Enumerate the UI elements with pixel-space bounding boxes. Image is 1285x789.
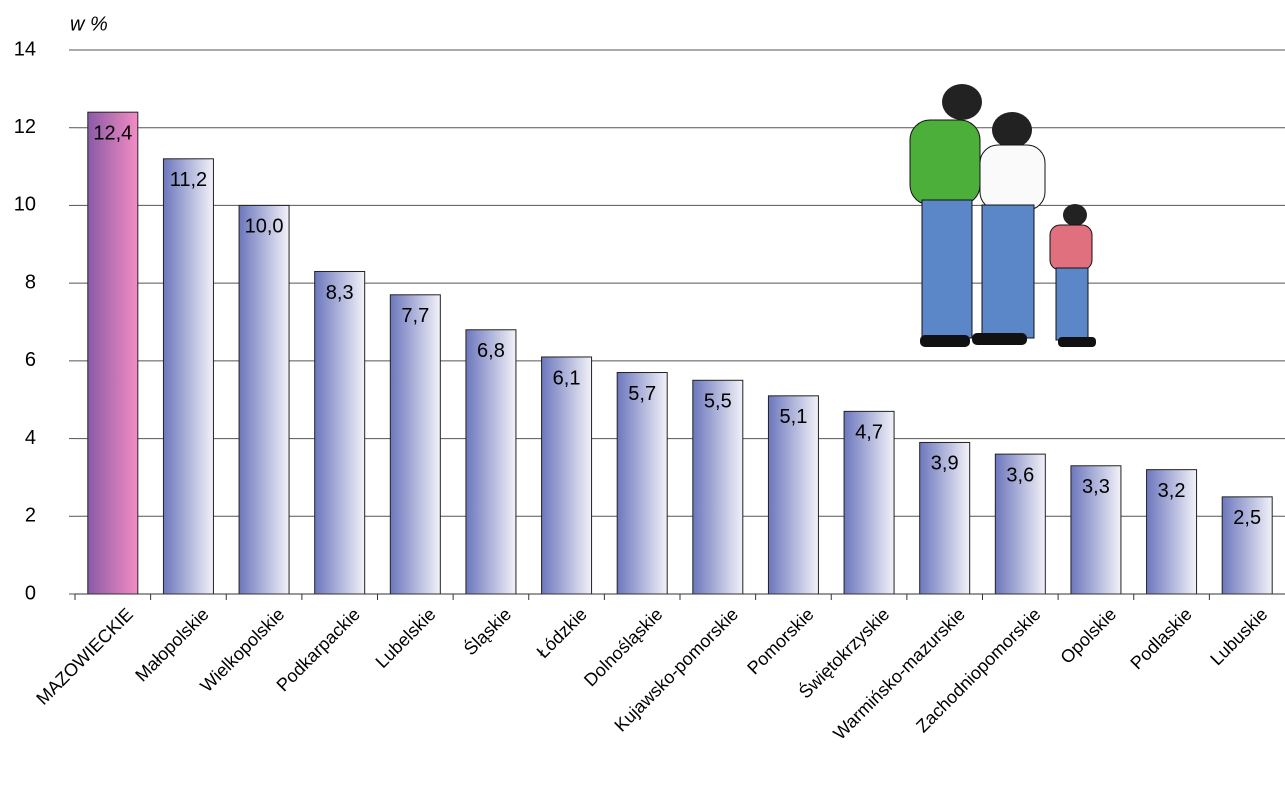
value-label: 12,4 <box>93 122 132 144</box>
x-tick-label: Łódzkie <box>533 604 591 662</box>
bar <box>87 111 139 595</box>
bar <box>1221 496 1273 595</box>
value-label: 3,9 <box>931 453 959 475</box>
bar <box>616 372 668 595</box>
x-tick-label: Opolskie <box>1056 604 1120 668</box>
bar <box>767 395 819 595</box>
value-label: 11,2 <box>170 169 207 191</box>
bar <box>919 441 971 595</box>
y-tick-label: 14 <box>14 38 36 60</box>
x-tick-label: Małopolskie <box>131 604 212 685</box>
bar <box>238 204 290 595</box>
value-label: 6,1 <box>553 367 581 389</box>
bar <box>162 158 214 595</box>
value-label: 6,8 <box>477 340 505 362</box>
bar <box>541 356 593 595</box>
y-tick-label: 2 <box>25 505 36 527</box>
value-label: 5,7 <box>628 383 656 405</box>
y-tick-label: 8 <box>25 271 36 293</box>
y-tick-label: 10 <box>14 194 36 216</box>
y-tick-label: 12 <box>14 116 36 138</box>
y-tick-label: 0 <box>25 582 36 604</box>
bar <box>994 453 1046 595</box>
bar <box>465 329 517 595</box>
x-tick-label: MAZOWIECKIE <box>32 604 137 709</box>
x-tick-label: Pomorskie <box>743 604 817 678</box>
value-label: 3,3 <box>1082 476 1110 498</box>
y-tick-label: 4 <box>25 427 36 449</box>
x-tick-label: Zachodniopomorskie <box>912 604 1044 736</box>
bar <box>843 410 895 595</box>
value-label: 2,5 <box>1233 507 1261 529</box>
value-label: 10,0 <box>245 216 284 238</box>
value-label: 7,7 <box>401 305 429 327</box>
value-label: 5,1 <box>780 406 808 428</box>
bar <box>692 379 744 595</box>
bar <box>314 270 366 595</box>
y-tick-label: 6 <box>25 349 36 371</box>
x-tick-label: Podlaskie <box>1126 604 1195 673</box>
y-axis-label: w % <box>70 13 108 35</box>
x-tick-label: Lubelskie <box>372 604 440 672</box>
x-tick-label: Lubuskie <box>1206 604 1271 669</box>
value-label: 8,3 <box>326 282 354 304</box>
value-label: 5,5 <box>704 391 732 413</box>
family-illustration <box>909 84 1096 347</box>
x-tick-label: Warmińsko-mazurskie <box>829 604 969 744</box>
bar <box>1070 465 1122 595</box>
value-label: 4,7 <box>855 422 883 444</box>
value-label: 3,6 <box>1006 464 1034 486</box>
value-label: 3,2 <box>1158 480 1186 502</box>
x-tick-label: Kujawsko-pomorskie <box>610 604 742 736</box>
x-tick-label: Śląskie <box>459 603 515 659</box>
bar <box>389 294 441 595</box>
bar <box>1146 469 1198 595</box>
